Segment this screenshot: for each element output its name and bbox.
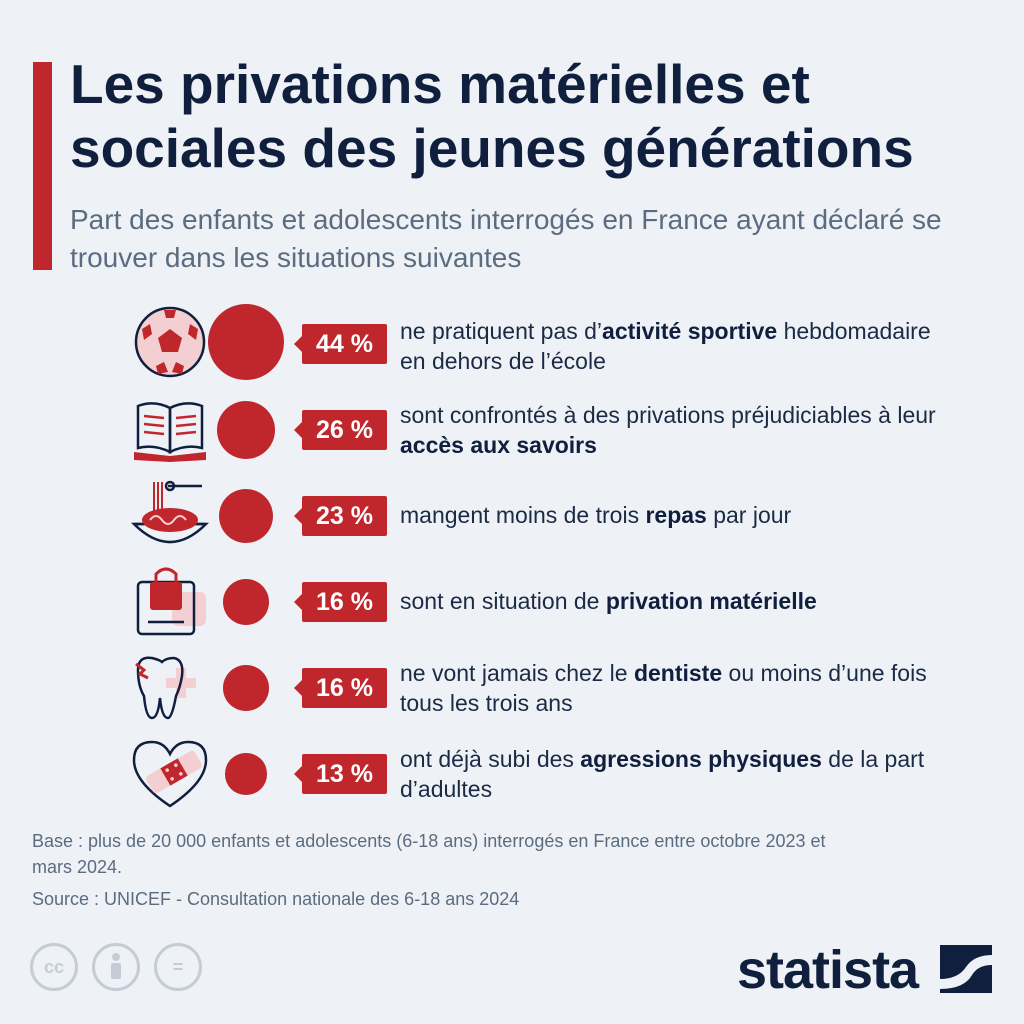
value-badge: 13 % <box>294 754 387 794</box>
row-label-emphasis: accès aux savoirs <box>400 432 597 458</box>
broken-tooth-icon <box>128 648 212 728</box>
row-label-text: sont en situation de <box>400 588 606 614</box>
row-label-emphasis: privation matérielle <box>605 588 817 614</box>
title-accent-bar <box>33 62 52 270</box>
open-book-icon <box>128 390 212 470</box>
source-note: Source : UNICEF - Consultation nationale… <box>32 889 520 909</box>
row-label-text: par jour <box>706 502 792 528</box>
row-label-text: ont déjà subi des <box>400 746 581 772</box>
creative-commons-icon: cc <box>30 943 78 991</box>
row-label-text: ne vont jamais chez le <box>400 660 634 686</box>
chart-row: 13 % ont déjà subi des agressions physiq… <box>0 734 1024 814</box>
value-badge: 44 % <box>294 324 387 364</box>
chart-row: 16 % sont en situation de privation maté… <box>0 562 1024 642</box>
row-label-emphasis: dentiste <box>633 660 723 686</box>
value-bubble <box>216 400 276 460</box>
row-label: mangent moins de trois repas par jour <box>400 500 960 530</box>
value-bubble <box>208 304 284 380</box>
row-label-text: ou moins d’une fois tous les trois ans <box>400 660 927 716</box>
value-badge: 23 % <box>294 496 387 536</box>
value-bubble <box>218 488 274 544</box>
value-bubble <box>223 665 269 711</box>
chart-row: 26 % sont confrontés à des privations pr… <box>0 390 1024 470</box>
row-label: ne pratiquent pas d’activité sportive he… <box>400 316 960 376</box>
value-badge: 16 % <box>294 582 387 622</box>
row-label: ne vont jamais chez le dentiste ou moins… <box>400 658 960 718</box>
chart-title: Les privations matérielles et sociales d… <box>70 53 914 179</box>
row-label-emphasis: repas <box>645 502 707 528</box>
row-label-text: de la part d’adultes <box>400 746 925 802</box>
row-label-emphasis: agressions physiques <box>580 746 822 772</box>
value-badge: 16 % <box>294 668 387 708</box>
value-bubble <box>225 753 267 795</box>
row-label-text: ne pratiquent pas d’ <box>400 318 603 344</box>
soccer-ball-icon <box>128 302 212 382</box>
row-label: sont en situation de privation matériell… <box>400 586 960 616</box>
bandaged-heart-icon <box>128 734 212 814</box>
row-label-text: hebdomadaire en dehors de l’école <box>400 318 931 374</box>
spaghetti-plate-icon <box>128 476 212 556</box>
row-label: ont déjà subi des agressions physiques d… <box>400 744 960 804</box>
attribution-person-icon <box>92 943 140 991</box>
row-label: sont confrontés à des privations préjudi… <box>400 400 960 460</box>
no-derivatives-icon: = <box>154 943 202 991</box>
row-label-emphasis: activité sportive <box>602 318 778 344</box>
value-bubble <box>223 579 269 625</box>
chart-subtitle: Part des enfants et adolescents interrog… <box>70 204 942 273</box>
statista-logo-icon <box>940 945 992 993</box>
chart-row: 23 % mangent moins de trois repas par jo… <box>0 476 1024 556</box>
row-label-text: sont confrontés à des privations préjudi… <box>400 402 936 428</box>
chart-row: 16 % ne vont jamais chez le dentiste ou … <box>0 648 1024 728</box>
shopping-bag-icon <box>128 562 212 642</box>
license-icons: cc = <box>30 943 210 997</box>
value-badge: 26 % <box>294 410 387 450</box>
chart-row: 44 % ne pratiquent pas d’activité sporti… <box>0 302 1024 382</box>
base-note: Base : plus de 20 000 enfants et adolesc… <box>32 831 826 877</box>
statista-wordmark: statista <box>737 940 919 1000</box>
row-label-text: mangent moins de trois <box>400 502 646 528</box>
